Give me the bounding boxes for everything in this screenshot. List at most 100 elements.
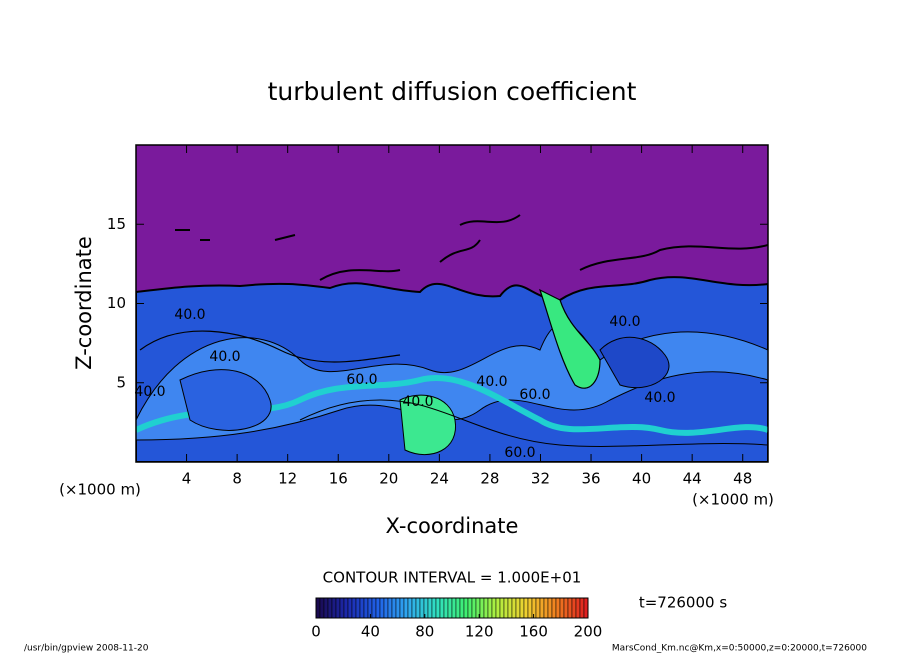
colorbar-cell — [335, 597, 341, 619]
x-tick-label: 48 — [733, 470, 752, 488]
contour-label: 40.0 — [476, 374, 507, 390]
colorbar-cell — [519, 597, 525, 619]
y-tick-label: 5 — [116, 373, 126, 391]
colorbar-cell — [339, 597, 345, 619]
colorbar-cell — [371, 597, 377, 619]
colorbar-cell — [343, 597, 349, 619]
colorbar-cell — [495, 597, 501, 619]
colorbar-cell — [511, 597, 517, 619]
colorbar-tick-label: 160 — [519, 623, 548, 641]
colorbar-cell — [379, 597, 385, 619]
colorbar-tick-label: 80 — [415, 623, 434, 641]
colorbar-cell — [351, 597, 357, 619]
colorbar-cell — [443, 597, 449, 619]
colorbar-cell — [375, 597, 381, 619]
x-tick-label: 16 — [329, 470, 348, 488]
colorbar-tick-label: 200 — [574, 623, 603, 641]
colorbar-cell — [471, 597, 477, 619]
chart-title: turbulent diffusion coefficient — [268, 77, 637, 106]
y-unit: (×1000 m) — [59, 481, 141, 499]
x-tick-label: 44 — [683, 470, 702, 488]
colorbar-cell — [331, 597, 337, 619]
colorbar-cell — [411, 597, 417, 619]
contour-label: 60.0 — [519, 387, 550, 403]
colorbar-cell — [315, 597, 321, 619]
colorbar-tick-label: 0 — [311, 623, 321, 641]
colorbar-cell — [479, 597, 485, 619]
x-tick-label: 36 — [581, 470, 600, 488]
contour-field — [136, 145, 768, 462]
time-label: t=726000 s — [639, 594, 727, 612]
contour-label: 40.0 — [209, 349, 240, 365]
colorbar-cell — [563, 597, 569, 619]
colorbar-cell — [347, 597, 353, 619]
x-tick-label: 12 — [278, 470, 297, 488]
colorbar-cell — [583, 597, 589, 619]
colorbar-cell — [523, 597, 529, 619]
colorbar-cell — [451, 597, 457, 619]
contour-label: 40.0 — [402, 394, 433, 410]
colorbar-tick-label: 120 — [465, 623, 494, 641]
colorbar-cell — [403, 597, 409, 619]
colorbar-cell — [387, 597, 393, 619]
colorbar-cell — [579, 597, 585, 619]
x-tick-label: 8 — [232, 470, 242, 488]
x-tick-label: 28 — [480, 470, 499, 488]
colorbar-tick-label: 40 — [361, 623, 380, 641]
x-tick-label: 24 — [430, 470, 449, 488]
colorbar-cell — [359, 597, 365, 619]
colorbar-cell — [355, 597, 361, 619]
contour-label: 40.0 — [174, 307, 205, 323]
colorbar-cell — [455, 597, 461, 619]
colorbar-cell — [515, 597, 521, 619]
colorbar-cell — [487, 597, 493, 619]
x-unit: (×1000 m) — [692, 491, 774, 509]
colorbar-cell — [327, 597, 333, 619]
colorbar-cell — [539, 597, 545, 619]
colorbar-cell — [459, 597, 465, 619]
colorbar-cell — [547, 597, 553, 619]
y-axis-label: Z-coordinate — [72, 236, 96, 370]
x-tick-label: 40 — [632, 470, 651, 488]
contour-label: 60.0 — [346, 372, 377, 388]
colorbar-cell — [551, 597, 557, 619]
colorbar-cell — [431, 597, 437, 619]
colorbar-cell — [439, 597, 445, 619]
contour-interval: CONTOUR INTERVAL = 1.000E+01 — [323, 569, 582, 587]
footer-right: MarsCond_Km.nc@Km,x=0:50000,z=0:20000,t=… — [612, 644, 867, 654]
contour-label: 60.0 — [504, 445, 535, 461]
colorbar-cell — [575, 597, 581, 619]
colorbar-cell — [395, 597, 401, 619]
colorbar-cell — [507, 597, 513, 619]
colorbar-cell — [499, 597, 505, 619]
colorbar-cell — [435, 597, 441, 619]
colorbar-cell — [407, 597, 413, 619]
colorbar-cell — [559, 597, 565, 619]
colorbar-cell — [527, 597, 533, 619]
colorbar-cell — [535, 597, 541, 619]
y-tick-label: 10 — [107, 294, 126, 312]
colorbar-cell — [383, 597, 389, 619]
colorbar-cell — [571, 597, 577, 619]
y-tick-label: 15 — [107, 215, 126, 233]
colorbar-cell — [555, 597, 561, 619]
colorbar-frame — [315, 597, 589, 619]
contour-label: 40.0 — [644, 390, 675, 406]
colorbar-cell — [427, 597, 433, 619]
x-tick-label: 20 — [379, 470, 398, 488]
colorbar-cell — [319, 597, 325, 619]
colorbar-cell — [543, 597, 549, 619]
colorbar-cell — [483, 597, 489, 619]
colorbar-cell — [419, 597, 425, 619]
colorbar-cell — [503, 597, 509, 619]
colorbar-cell — [467, 597, 473, 619]
x-tick-label: 4 — [182, 470, 192, 488]
colorbar-cell — [323, 597, 329, 619]
colorbar-cell — [447, 597, 453, 619]
colorbar-cell — [463, 597, 469, 619]
footer-left: /usr/bin/gpview 2008-11-20 — [24, 644, 149, 654]
contour-label: 40.0 — [134, 384, 165, 400]
contour-label: 40.0 — [609, 314, 640, 330]
x-tick-label: 32 — [531, 470, 550, 488]
